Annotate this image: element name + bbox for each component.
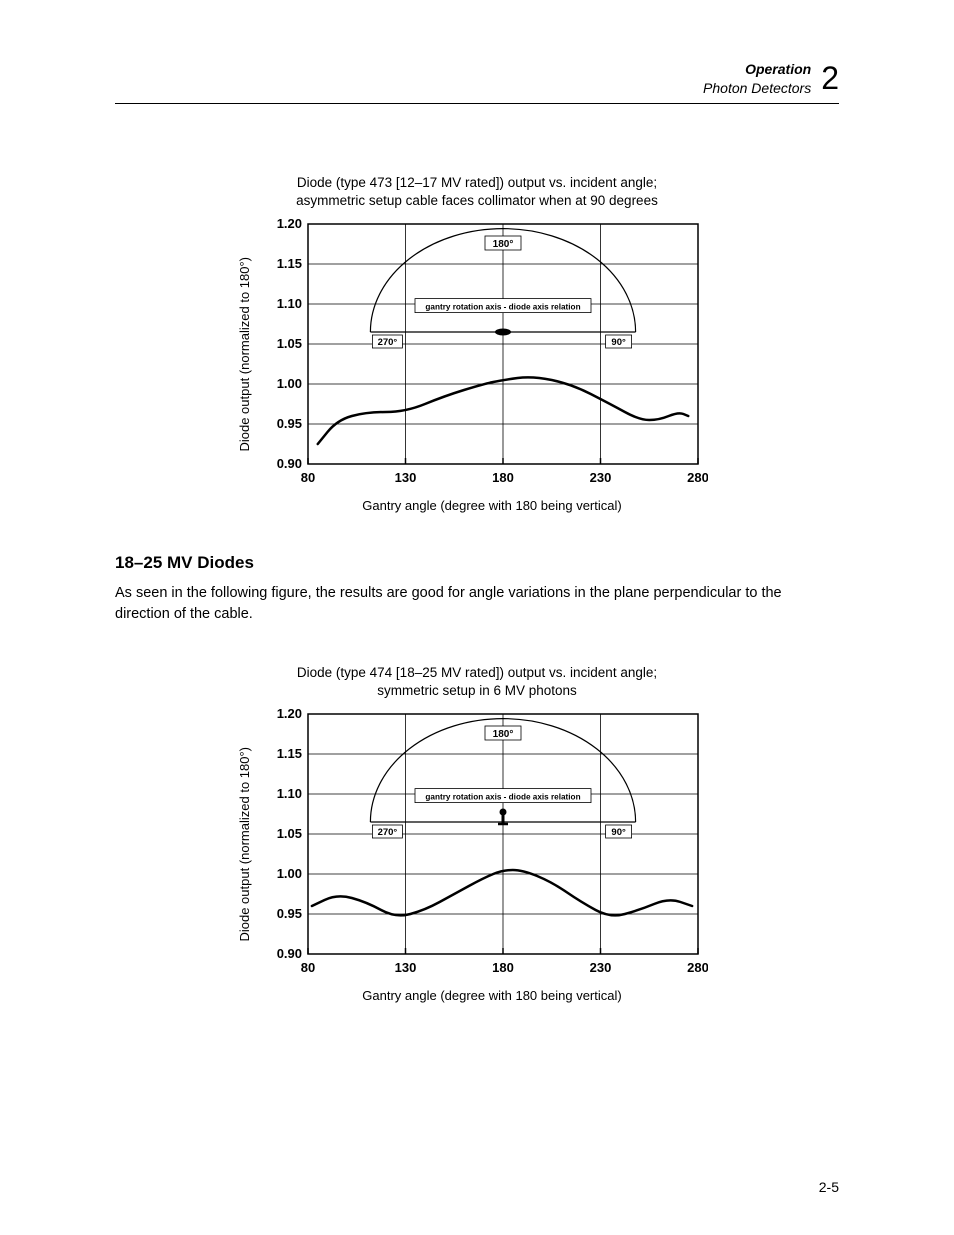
svg-text:gantry rotation axis - diode a: gantry rotation axis - diode axis relati…	[425, 303, 580, 312]
svg-text:0.90: 0.90	[277, 946, 302, 961]
section-body: As seen in the following figure, the res…	[115, 583, 839, 624]
svg-text:1.00: 1.00	[277, 376, 302, 391]
svg-text:0.95: 0.95	[277, 416, 302, 431]
svg-text:180: 180	[492, 470, 514, 485]
svg-text:270°: 270°	[378, 337, 398, 348]
chart-1-svg: 0.90 0.95 1.00 1.05 1.10 1.15 1.20 80 130 180 230 2…	[258, 214, 708, 494]
svg-text:1.10: 1.10	[277, 296, 302, 311]
chart-2-wrap: Diode output (normalized to 180°) 0.900.…	[237, 704, 717, 984]
chart-1: Diode (type 473 [12–17 MV rated]) output…	[237, 174, 717, 513]
svg-text:1.05: 1.05	[277, 336, 302, 351]
section-heading: 18–25 MV Diodes	[115, 553, 839, 573]
chart-1-xlabel: Gantry angle (degree with 180 being vert…	[267, 498, 717, 513]
svg-text:280: 280	[687, 470, 708, 485]
chart-2-ylabel: Diode output (normalized to 180°)	[237, 747, 252, 942]
svg-text:80: 80	[301, 470, 315, 485]
chart-1-title-line2: asymmetric setup cable faces collimator …	[296, 193, 658, 208]
chart-2-svg: 0.90 0.95 1.00 1.05 1.10 1.15 1.20 80 130 180 230 2…	[258, 704, 708, 984]
svg-text:1.00: 1.00	[277, 866, 302, 881]
page-number: 2-5	[819, 1179, 839, 1195]
header-line2: Photon Detectors	[703, 79, 811, 97]
svg-text:1.10: 1.10	[277, 786, 302, 801]
chart-2-title-line1: Diode (type 474 [18–25 MV rated]) output…	[297, 665, 657, 680]
svg-text:1.15: 1.15	[277, 746, 302, 761]
svg-text:90°: 90°	[611, 337, 626, 348]
svg-text:180: 180	[492, 960, 514, 975]
svg-text:130: 130	[395, 470, 417, 485]
chart-1-wrap: Diode output (normalized to 180°) 0.900.…	[237, 214, 717, 494]
svg-text:1.15: 1.15	[277, 256, 302, 271]
chart-1-title: Diode (type 473 [12–17 MV rated]) output…	[237, 174, 717, 210]
svg-text:270°: 270°	[378, 827, 398, 838]
header-text: Operation Photon Detectors	[703, 60, 811, 96]
svg-text:1.20: 1.20	[277, 706, 302, 721]
svg-text:230: 230	[590, 470, 612, 485]
page-header: Operation Photon Detectors 2	[115, 60, 839, 104]
svg-text:1.05: 1.05	[277, 826, 302, 841]
svg-text:280: 280	[687, 960, 708, 975]
svg-text:180°: 180°	[493, 729, 514, 740]
svg-text:230: 230	[590, 960, 612, 975]
chart-1-ylabel: Diode output (normalized to 180°)	[237, 257, 252, 452]
chart-1-title-line1: Diode (type 473 [12–17 MV rated]) output…	[297, 175, 657, 190]
svg-text:180°: 180°	[493, 239, 514, 250]
svg-text:90°: 90°	[611, 827, 626, 838]
svg-text:130: 130	[395, 960, 417, 975]
svg-text:0.95: 0.95	[277, 906, 302, 921]
chart-2-xlabel: Gantry angle (degree with 180 being vert…	[267, 988, 717, 1003]
svg-text:gantry rotation axis - diode a: gantry rotation axis - diode axis relati…	[425, 793, 580, 802]
svg-text:0.90: 0.90	[277, 456, 302, 471]
chart-2-title: Diode (type 474 [18–25 MV rated]) output…	[237, 664, 717, 700]
svg-text:1.20: 1.20	[277, 216, 302, 231]
chart-2: Diode (type 474 [18–25 MV rated]) output…	[237, 664, 717, 1003]
chart-2-title-line2: symmetric setup in 6 MV photons	[377, 683, 577, 698]
chapter-number: 2	[821, 60, 839, 97]
svg-text:80: 80	[301, 960, 315, 975]
header-line1: Operation	[703, 60, 811, 78]
